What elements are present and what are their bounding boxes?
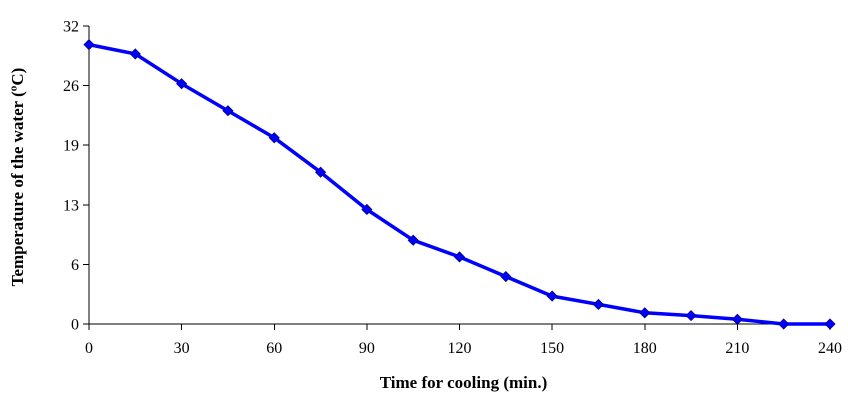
data-point: [222, 105, 234, 117]
x-tick-label: 240: [818, 340, 842, 357]
y-axis-ticks: 0 6 13 19 26 32: [63, 19, 89, 334]
x-tick-label: 120: [448, 340, 472, 357]
y-tick-label: 6: [71, 257, 79, 274]
data-point: [83, 39, 95, 51]
y-tick-label: 26: [63, 78, 79, 95]
y-axis-title: Temperature of the water (ºC): [8, 68, 27, 287]
data-point: [778, 318, 790, 330]
x-tick-label: 30: [174, 340, 190, 357]
x-tick-label: 60: [266, 340, 282, 357]
x-tick-label: 180: [633, 340, 657, 357]
data-point: [314, 166, 327, 178]
series-layer: [83, 39, 836, 330]
y-tick-label: 0: [71, 317, 79, 334]
data-point: [592, 298, 605, 311]
data-point: [176, 78, 188, 90]
y-tick-label: 32: [63, 19, 79, 36]
data-point: [361, 203, 373, 216]
y-tick-label: 13: [63, 197, 79, 214]
data-point: [500, 270, 512, 283]
data-point: [407, 234, 419, 246]
data-point: [639, 307, 651, 319]
x-tick-label: 90: [359, 340, 375, 357]
y-tick-label: 19: [63, 138, 79, 155]
x-axis-ticks: 0 30 60 90 120 150 180 210 240: [85, 324, 842, 357]
data-point: [546, 290, 558, 302]
x-tick-label: 210: [725, 340, 749, 357]
data-point: [731, 313, 743, 325]
x-axis-title: Time for cooling (min.): [380, 373, 547, 392]
x-tick-label: 0: [85, 340, 93, 357]
x-tick-label: 150: [540, 340, 564, 357]
data-point: [129, 48, 141, 60]
data-point: [824, 318, 836, 330]
data-point: [685, 310, 697, 322]
series-line: [87, 42, 832, 326]
data-point: [268, 132, 280, 144]
data-point: [453, 251, 466, 263]
